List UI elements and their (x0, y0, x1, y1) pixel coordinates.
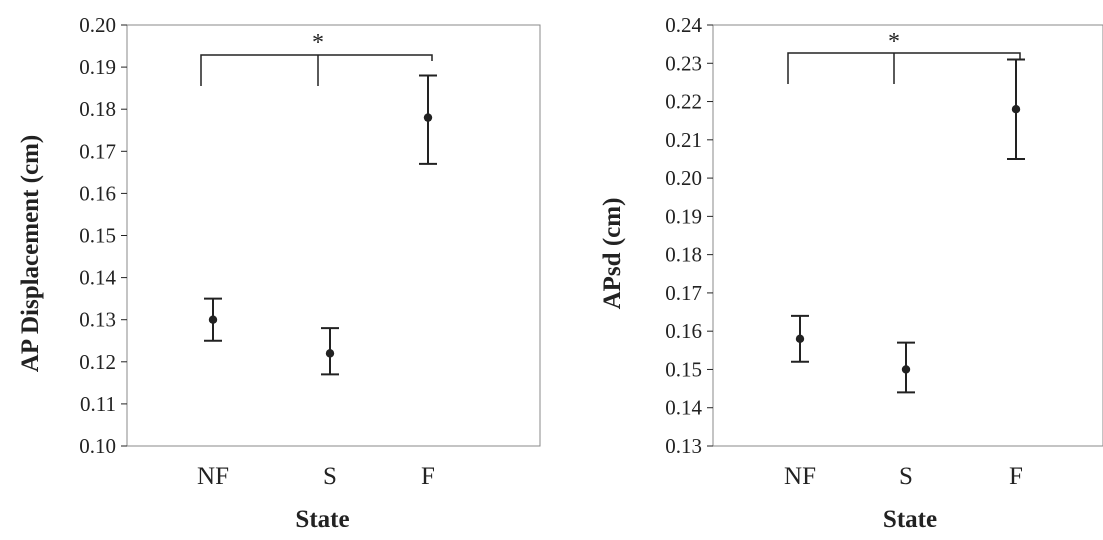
y-tick-label: 0.13 (79, 308, 116, 332)
chart-panel-1: 0.10 0.11 0.12 0.13 0.14 0.15 0.16 0.17 0.18 0.19… (17, 13, 541, 533)
y-tick-label: 0.19 (665, 204, 702, 228)
x-category-label: F (1009, 463, 1023, 490)
x-axis-title: State (883, 506, 937, 533)
x-category-label: S (323, 463, 337, 490)
y-tick-label: 0.12 (79, 350, 116, 374)
y-tick-label: 0.14 (665, 396, 702, 420)
significance-label: * (312, 30, 324, 56)
y-axis-title: AP Displacement (cm) (17, 135, 44, 372)
y-axis-title: APsd (cm) (599, 198, 626, 310)
x-axis-title: State (295, 506, 349, 533)
y-tick-label: 0.19 (79, 55, 116, 79)
y-tick-label: 0.21 (665, 128, 702, 152)
x-category-label: NF (197, 463, 229, 490)
significance-bracket (200, 54, 433, 86)
y-tick-label: 0.22 (665, 90, 702, 114)
y-tick-label: 0.16 (79, 181, 116, 205)
y-tick-label: 0.24 (665, 13, 702, 37)
y-tick-label: 0.17 (79, 139, 116, 163)
y-tick-label: 0.23 (665, 51, 702, 75)
y-tick-label: 0.17 (665, 281, 702, 305)
plot-frame (126, 24, 541, 447)
data-point (1011, 105, 1021, 114)
data-point (325, 349, 335, 358)
x-category-label: F (421, 463, 435, 490)
data-point (795, 334, 805, 344)
y-tick-label: 0.13 (665, 434, 702, 458)
y-tick-label: 0.20 (665, 166, 702, 190)
y-tick-label: 0.18 (665, 243, 702, 267)
y-tick-label: 0.15 (79, 224, 116, 248)
data-point (208, 315, 218, 324)
y-tick-label: 0.15 (665, 357, 702, 381)
y-tick-label: 0.10 (79, 434, 116, 458)
significance-bracket (787, 52, 1021, 84)
plot-frame (712, 24, 1103, 447)
x-category-label: S (899, 463, 913, 490)
y-tick-label: 0.14 (79, 266, 116, 290)
y-tick-label: 0.16 (665, 319, 702, 343)
x-category-label: NF (784, 463, 816, 490)
y-tick-label: 0.20 (79, 13, 116, 37)
data-point (423, 113, 433, 122)
chart-panel-2: 0.13 0.14 0.15 0.16 0.17 0.18 0.19 0.20 0.21 0.22… (599, 13, 1103, 533)
y-tick-label: 0.11 (80, 392, 116, 416)
data-point (901, 365, 911, 374)
y-tick-label: 0.18 (79, 97, 116, 121)
significance-label: * (888, 29, 900, 55)
